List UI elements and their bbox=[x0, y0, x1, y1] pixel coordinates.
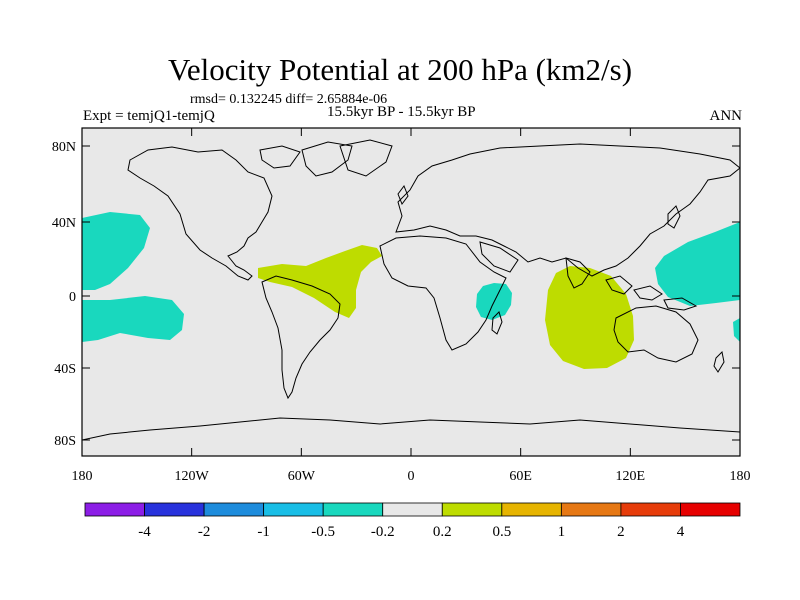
lat-tick-label: 40S bbox=[54, 362, 76, 377]
west-pacific-negative-region bbox=[655, 222, 740, 306]
lon-tick-label: 180 bbox=[730, 469, 751, 484]
colorbar-swatch bbox=[84, 502, 145, 517]
colorbar: -4 -2 -1 -0.5 -0.2 0.2 0.5 1 2 4 bbox=[84, 502, 741, 540]
stats-label: rmsd= 0.132245 diff= 2.65884e-06 bbox=[190, 92, 388, 107]
colorbar-label: -1 bbox=[257, 524, 270, 540]
experiment-label: Expt = temjQ1-temjQ bbox=[83, 108, 215, 124]
colorbar-label: 0.5 bbox=[492, 524, 511, 540]
colorbar-label: -2 bbox=[198, 524, 211, 540]
season-label: ANN bbox=[709, 108, 743, 124]
lon-tick-label: 60W bbox=[288, 469, 316, 484]
colorbar-swatch bbox=[144, 502, 205, 517]
lat-tick-label: 40N bbox=[52, 216, 76, 231]
colorbar-swatch bbox=[441, 502, 503, 517]
north-pacific-negative-region bbox=[82, 212, 150, 290]
colorbar-swatch bbox=[560, 502, 622, 517]
lon-tick-label: 120E bbox=[616, 469, 646, 484]
colorbar-label: 1 bbox=[558, 524, 566, 540]
colorbar-label: -4 bbox=[138, 524, 151, 540]
lon-tick-label: 0 bbox=[408, 469, 415, 484]
west-pacific-negative-edge bbox=[733, 318, 740, 342]
colorbar-label: 2 bbox=[617, 524, 625, 540]
colorbar-swatch bbox=[203, 502, 265, 517]
lat-tick-label: 80N bbox=[52, 140, 76, 155]
colorbar-label: -0.2 bbox=[371, 524, 395, 540]
lat-tick-label: 0 bbox=[69, 290, 76, 305]
coastlines bbox=[82, 139, 740, 441]
atlantic-positive-region bbox=[258, 245, 382, 318]
period-label: 15.5kyr BP - 15.5kyr BP bbox=[327, 104, 476, 120]
map-background bbox=[82, 128, 740, 456]
colorbar-label: -0.5 bbox=[311, 524, 335, 540]
colorbar-label: 4 bbox=[677, 524, 685, 540]
longitude-axis: 180 120W 60W 0 60E 120E 180 bbox=[72, 128, 751, 484]
colorbar-swatch bbox=[620, 502, 681, 517]
colorbar-label: 0.2 bbox=[433, 524, 452, 540]
colorbar-swatch bbox=[382, 502, 443, 517]
colorbar-swatch bbox=[263, 502, 324, 517]
lon-tick-label: 120W bbox=[175, 469, 210, 484]
latitude-axis: 80N 40N 0 40S 80S bbox=[52, 140, 740, 449]
indian-ocean-positive-region bbox=[545, 266, 634, 369]
lon-tick-label: 180 bbox=[72, 469, 93, 484]
south-pacific-negative-region bbox=[82, 296, 184, 342]
lon-tick-label: 60E bbox=[509, 469, 532, 484]
plot-title: Velocity Potential at 200 hPa (km2/s) bbox=[167, 52, 633, 87]
colorbar-swatch bbox=[322, 502, 384, 517]
colorbar-swatch bbox=[680, 502, 741, 517]
lat-tick-label: 80S bbox=[54, 434, 76, 449]
colorbar-swatch bbox=[501, 502, 562, 517]
